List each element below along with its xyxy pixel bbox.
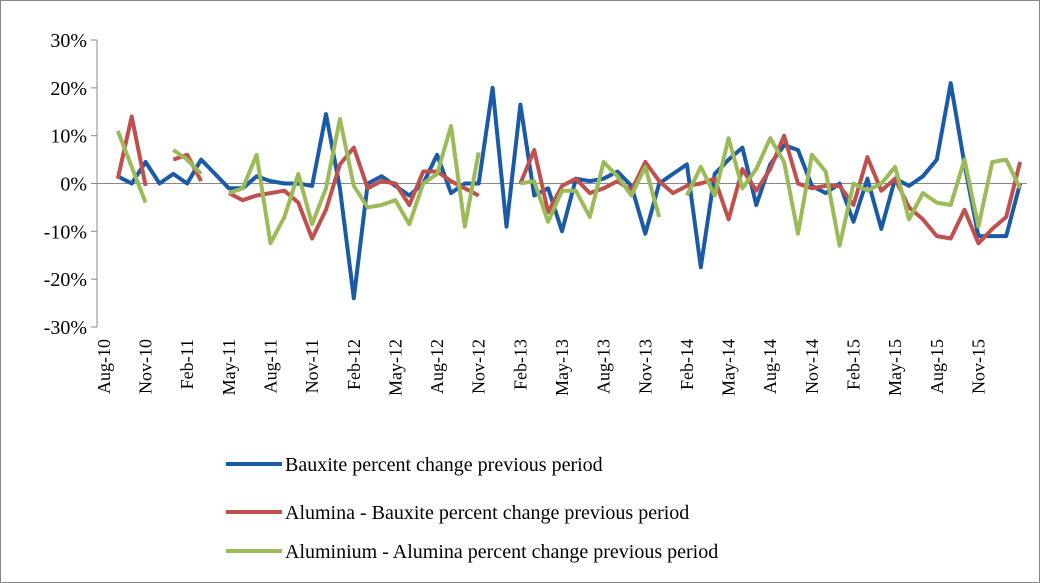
series-line — [115, 114, 1023, 246]
x-tick-label: Nov-11 — [302, 339, 322, 393]
y-tick-label: 10% — [50, 126, 87, 148]
x-tick-label: Aug-12 — [427, 339, 447, 394]
legend-label: Aluminium - Alumina percent change previ… — [285, 541, 718, 563]
x-tick-label: Nov-13 — [635, 339, 655, 394]
x-tick-label: May-15 — [885, 339, 905, 396]
x-tick-label: Feb-12 — [344, 339, 364, 390]
x-tick-label: Nov-12 — [469, 339, 489, 394]
legend-label: Alumina - Bauxite percent change previou… — [285, 502, 689, 524]
x-tick-label: May-13 — [552, 339, 572, 396]
x-tick-label: Aug-14 — [760, 339, 780, 394]
x-tick-label: Nov-14 — [802, 339, 822, 394]
x-tick-label: Feb-14 — [677, 339, 697, 390]
x-tick-label: May-11 — [219, 339, 239, 395]
x-tick-label: Aug-15 — [927, 339, 947, 394]
legend-label: Bauxite percent change previous period — [285, 454, 603, 476]
x-tick-label: Feb-11 — [177, 339, 197, 389]
series-line — [116, 81, 1023, 301]
y-tick-label: 0% — [60, 174, 87, 196]
x-tick-label: Nov-15 — [968, 339, 988, 394]
x-tick-label: May-14 — [719, 339, 739, 396]
x-tick-label: Nov-10 — [136, 339, 156, 394]
y-tick-label: 30% — [50, 30, 87, 52]
x-tick-label: Aug-13 — [594, 339, 614, 394]
x-tick-label: Aug-10 — [94, 339, 114, 394]
x-tick-label: Aug-11 — [261, 339, 281, 393]
y-tick-label: -30% — [44, 317, 87, 339]
y-tick-label: 20% — [50, 78, 87, 100]
y-tick-label: -20% — [44, 269, 87, 291]
x-tick-label: Feb-15 — [843, 339, 863, 390]
x-tick-label: May-12 — [385, 339, 405, 396]
y-tick-label: -10% — [44, 221, 87, 243]
series-line — [115, 116, 1022, 248]
x-tick-label: Feb-13 — [510, 339, 530, 390]
